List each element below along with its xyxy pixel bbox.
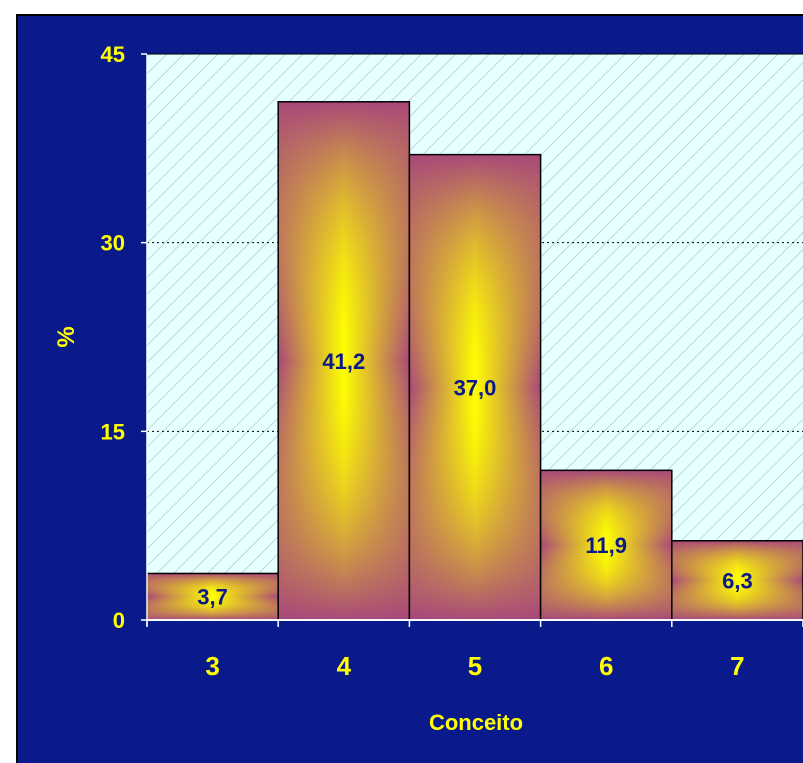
bars — [146, 101, 803, 621]
bar-4 — [277, 101, 411, 621]
y-tick-label: 30 — [101, 231, 125, 256]
bar-3 — [146, 572, 279, 621]
x-tick-labels: 3 4 5 6 7 — [146, 620, 803, 681]
data-label: 11,9 — [585, 533, 627, 558]
data-label: 41,2 — [322, 349, 365, 374]
bar-6 — [539, 469, 673, 621]
data-label: 3,7 — [197, 585, 228, 610]
bar-5 — [408, 153, 542, 621]
y-axis-label: % — [53, 326, 80, 347]
x-tick-label: 4 — [337, 651, 352, 681]
bar-shade — [671, 540, 803, 620]
bar-shade — [409, 154, 541, 620]
y-tick-labels: 0 15 30 45 — [101, 42, 147, 633]
axes — [146, 53, 803, 626]
data-label: 6,3 — [722, 568, 753, 593]
y-tick-label: 45 — [101, 42, 125, 67]
bar-shade — [540, 470, 672, 620]
data-label: 37,0 — [454, 375, 497, 400]
x-tick-label: 5 — [468, 651, 482, 681]
x-axis-label: Conceito — [429, 710, 523, 735]
x-tick-label: 7 — [730, 651, 744, 681]
y-tick-label: 0 — [113, 608, 125, 633]
bar-shade — [278, 101, 410, 621]
x-tick-label: 3 — [205, 651, 219, 681]
data-labels: 3,7 41,2 37,0 11,9 6,3 — [197, 349, 752, 610]
y-tick-label: 15 — [101, 419, 125, 444]
x-tick-label: 6 — [599, 651, 613, 681]
bar-7 — [671, 540, 803, 621]
bar-shade — [147, 573, 279, 620]
